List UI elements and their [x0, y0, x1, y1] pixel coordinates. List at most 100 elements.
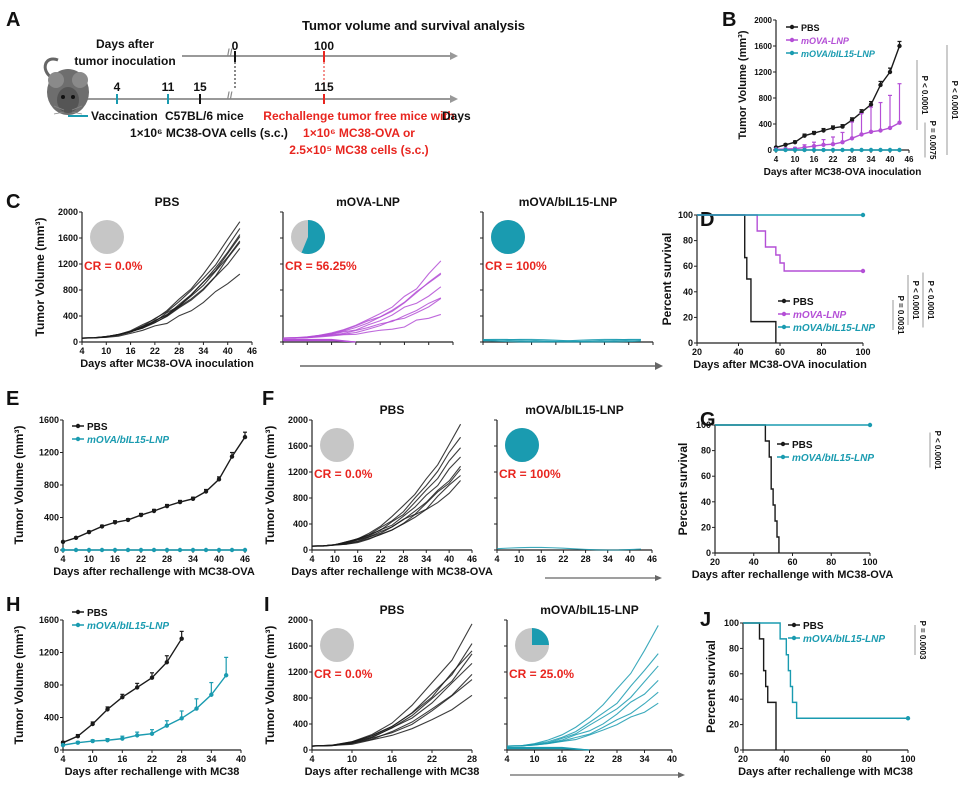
y-tick-label: 2000: [288, 615, 308, 625]
data-point: [90, 721, 95, 727]
data-point: [90, 738, 95, 744]
x-tick-label: 22: [147, 754, 157, 764]
x-tick-label: 34: [867, 155, 876, 164]
chart-axes: 4 10 16 22 28 34 40 mOVA/bIL15-LNP CR = 25.0%: [504, 603, 677, 764]
cr-label: CR = 0.0%: [84, 259, 143, 273]
survival-curve: [743, 622, 777, 750]
x-tick-label: 28: [612, 754, 622, 764]
data-point: [216, 477, 222, 482]
y-tick-label: 400: [293, 519, 308, 529]
x-tick-label: 22: [584, 754, 594, 764]
x-tick-label: 4: [774, 155, 779, 164]
x-tick-label: 40: [214, 554, 224, 564]
data-point: [811, 147, 817, 153]
x-tick-label: 34: [421, 554, 431, 564]
x-axis-label: Days after rechallenge with MC38: [305, 766, 480, 778]
chart-axes: mOVA/bIL15-LNP CR = 100%: [480, 195, 654, 345]
series-line: [62, 674, 227, 746]
x-tick-label: 40: [667, 754, 677, 764]
x-tick-label: 16: [557, 754, 567, 764]
tick-label: 4: [114, 80, 121, 94]
subplot-title: mOVA/bIL15-LNP: [525, 403, 623, 417]
y-tick-label: 400: [44, 513, 59, 523]
schematic: Tumor volume and survival analysis 0 100 //…: [68, 18, 525, 157]
data-point: [105, 707, 110, 712]
y-tick-label: 1600: [58, 233, 78, 243]
subplot-title: PBS: [380, 603, 405, 617]
p-value-label: P < 0.0001: [911, 281, 920, 320]
p-value-label: P = 0.0003: [918, 621, 927, 660]
cr-label: CR = 0.0%: [314, 467, 373, 481]
x-tick-label: 34: [198, 346, 208, 356]
legend-label: PBS: [87, 422, 108, 433]
legend-marker: [780, 441, 786, 447]
subplot-title: mOVA/bIL15-LNP: [540, 603, 638, 617]
x-tick-label: 46: [467, 554, 477, 564]
vaccination-label: Vaccination: [91, 109, 158, 123]
schematic-title: Tumor volume and survival analysis: [302, 18, 525, 33]
data-point: [73, 535, 79, 541]
y-tick-label: 80: [729, 643, 739, 653]
chart-axes: mOVA-LNP CR = 56.25%: [280, 195, 454, 345]
data-point: [792, 140, 798, 145]
data-point: [86, 529, 92, 535]
data-point: [792, 147, 798, 153]
data-point: [821, 147, 826, 153]
subplot-title: mOVA/bIL15-LNP: [519, 195, 617, 209]
arrow-head: [450, 95, 458, 103]
x-tick-label: 28: [162, 554, 172, 564]
x-tick-label: 28: [177, 754, 187, 764]
x-tick-label: 40: [886, 155, 895, 164]
cr-pie-chart: [320, 628, 354, 662]
x-tick-label: 40: [779, 754, 789, 764]
individual-tumor-curve: [496, 546, 641, 551]
x-tick-label: 16: [387, 754, 397, 764]
rechallenge-label: 2.5×10⁵ MC38 cells (s.c.): [289, 143, 428, 157]
data-point: [164, 547, 170, 553]
data-point: [120, 694, 125, 700]
x-tick-label: 80: [816, 347, 826, 357]
chart-axes: 0 400 800 1200 1600 4 10 16 22 28 34 40 Days after r…: [12, 608, 246, 778]
mouse-ear-right: [72, 72, 88, 88]
x-tick-label: 4: [309, 754, 314, 764]
legend-marker: [791, 635, 797, 641]
x-tick-label: 28: [581, 554, 591, 564]
x-tick-label: 16: [353, 554, 363, 564]
chart-axes: 0 400 800 1200 1600 2000 4 10 16 22 28 34 40 46 Days a…: [33, 195, 257, 370]
data-point: [821, 142, 826, 147]
y-tick-label: 800: [44, 480, 59, 490]
data-point: [783, 147, 788, 153]
axis-break: //: [227, 48, 233, 59]
data-point: [75, 733, 81, 739]
x-tick-label: 4: [60, 554, 65, 564]
y-tick-label: 0: [54, 745, 59, 755]
tick-label: 0: [232, 39, 239, 53]
survival-curve: [697, 214, 863, 272]
p-value-label: P < 0.0001: [926, 281, 935, 320]
y-tick-label: 1600: [288, 641, 308, 651]
data-point: [138, 547, 144, 553]
x-tick-label: 10: [791, 155, 800, 164]
mouse-eye: [61, 95, 65, 99]
y-tick-label: 1600: [39, 615, 59, 625]
y-tick-label: 2000: [288, 415, 308, 425]
individual-tumor-curve: [311, 480, 461, 547]
y-tick-label: 60: [701, 471, 711, 481]
y-tick-label: 0: [706, 548, 711, 558]
data-point: [203, 489, 209, 494]
x-tick-label: 4: [60, 754, 65, 764]
data-point: [849, 117, 855, 123]
panel-label-B: B: [722, 9, 736, 31]
cr-label: CR = 25.0%: [509, 667, 574, 681]
x-tick-label: 80: [826, 557, 836, 567]
panel-label-G: G: [700, 409, 716, 431]
panel-label-D: D: [700, 209, 714, 231]
survival-curve: [697, 214, 777, 343]
y-axis-label: Tumor Volume (mm³): [263, 426, 277, 545]
y-tick-label: 1200: [288, 667, 308, 677]
chart-axes: 0 400 800 1200 1600 2000 4 10 16 22 28 34 40 46 Days a…: [263, 403, 493, 578]
tick-label: 115: [314, 80, 334, 94]
